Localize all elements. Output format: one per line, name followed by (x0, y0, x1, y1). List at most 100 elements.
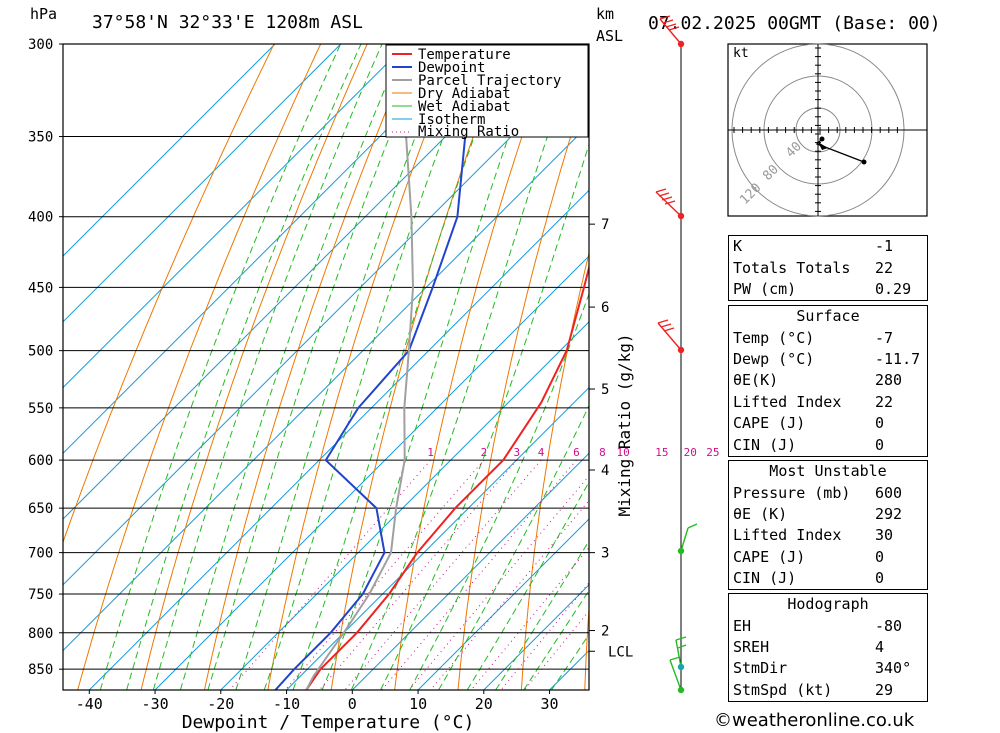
most-unstable-table: Most Unstable Pressure (mb) 600 θE (K) 292… (728, 460, 928, 591)
legend: Temperature Dewpoint Parcel Trajectory D… (385, 44, 589, 140)
pressure-tick-label: 500 (28, 344, 53, 360)
dry-adiabat-line (584, 601, 589, 690)
mu-thetae-value: 292 (875, 504, 903, 523)
k-label: K (733, 237, 743, 256)
surface-thetae-label: θE(K) (733, 371, 779, 390)
dry-adiabat-line (648, 44, 740, 690)
wet-adiabat-line (235, 44, 453, 690)
isotherm-line (220, 321, 589, 690)
surface-temp-label: Temp (°C) (733, 328, 815, 347)
mixing-ratio-labels: 1 2 3 4 6 8 10 15 20 25 (427, 446, 719, 459)
k-value: -1 (875, 237, 894, 256)
surface-title: Surface (796, 307, 860, 326)
mixing-ratio-label: 8 (599, 446, 606, 459)
hodograph-ticks (733, 47, 898, 212)
wet-adiabat-line (292, 44, 509, 690)
pressure-tick-label: 350 (28, 130, 53, 146)
mixing-ratio-line (381, 459, 577, 690)
dry-adiabat-line (520, 251, 589, 690)
mu-cin-label: CIN (J) (733, 569, 797, 588)
pressure-tick-label: 800 (28, 626, 53, 642)
isotherm-line (63, 44, 276, 257)
series-parcel-trajectory (305, 44, 421, 690)
wet-adiabat-line (152, 44, 383, 690)
wet-adiabat-line (466, 481, 589, 690)
wet-adiabat-line (380, 143, 589, 690)
wet-adiabat-line (438, 404, 589, 690)
mixing-ratio-label: 25 (706, 446, 719, 459)
wind-barb-surface (669, 636, 687, 694)
site-name: weatheronline.co.uk (732, 710, 915, 731)
wind-barb-300 (659, 15, 685, 48)
mu-cin-value: 0 (875, 569, 885, 588)
mixing-ratio-axis-title: Mixing Ratio (g/kg) (615, 333, 634, 516)
wet-adiabat-line (179, 44, 405, 690)
wet-adiabat-line (523, 589, 589, 690)
surface-temp-value: -7 (875, 328, 894, 347)
totals-totals-value: 22 (875, 258, 894, 277)
dry-adiabat-line (457, 76, 589, 690)
pressure-tick-label: 650 (28, 501, 53, 517)
surface-table: Surface Temp (°C) -7 Dewp (°C) -11.7 θE(K)… (728, 305, 928, 457)
legend-label-dewpoint: Dewpoint (418, 60, 485, 76)
mu-thetae-label: θE (K) (733, 504, 788, 523)
legend-label-parcel: Parcel Trajectory (418, 73, 561, 89)
mixing-ratio-lines (229, 459, 589, 690)
mixing-ratio-label: 6 (573, 446, 580, 459)
mixing-ratio-label: 1 (427, 446, 434, 459)
stmdir-label: StmDir (733, 659, 788, 678)
mixing-ratio-label: 4 (538, 446, 545, 459)
dry-adiabat-line (77, 44, 322, 690)
wind-profile (655, 15, 698, 694)
pressure-tick-label: 700 (28, 546, 53, 562)
temperature-tick-label: -30 (142, 695, 169, 713)
stmspd-label: StmSpd (kt) (733, 680, 833, 699)
surface-cin-label: CIN (J) (733, 435, 797, 454)
series-dewpoint (274, 44, 507, 690)
mixing-ratio-line (284, 459, 485, 690)
surface-cin-value: 0 (875, 435, 885, 454)
hodograph-table-title: Hodograph (787, 595, 869, 614)
wind-barb-400 (655, 188, 685, 220)
dry-adiabat-lines (63, 44, 740, 690)
stmspd-value: 29 (875, 680, 894, 699)
hodograph-storm-marker (818, 142, 828, 150)
totals-totals-label: Totals Totals (733, 258, 851, 277)
copyright-symbol: © (714, 710, 732, 731)
hodograph: kt 40 80 120 (727, 43, 928, 217)
plot-grid (63, 44, 740, 690)
wet-adiabat-line (263, 44, 480, 690)
hodograph-point-end (861, 159, 867, 165)
isotherm-line (417, 518, 589, 690)
temperature-tick-label: -20 (207, 695, 234, 713)
datetime-title: 07.02.2025 00GMT (Base: 00) (648, 13, 941, 34)
hodograph-table: Hodograph EH -80 SREH 4 StmDir 340° StmSpd … (728, 593, 928, 702)
wet-adiabat-line (126, 44, 362, 690)
mu-li-label: Lifted Index (733, 526, 842, 545)
most-unstable-title: Most Unstable (769, 462, 887, 481)
asl-unit-label: ASL (596, 27, 623, 45)
pressure-tick-label: 450 (28, 280, 53, 296)
wet-adiabat-line (495, 540, 589, 690)
dry-adiabat-line (204, 44, 415, 690)
surface-dewp-value: -11.7 (875, 349, 921, 368)
isotherm-line (63, 44, 407, 389)
hodograph-unit: kt (733, 46, 749, 61)
isotherm-line (63, 44, 539, 520)
height-tick-label: 3 (601, 546, 609, 562)
temperature-tick-label: -10 (273, 695, 300, 713)
pw-value: 0.29 (875, 279, 912, 298)
temperature-tick-label: 10 (409, 695, 427, 713)
location-title: 37°58'N 32°33'E 1208m ASL (92, 12, 363, 33)
eh-label: EH (733, 616, 752, 635)
surface-li-value: 22 (875, 392, 894, 411)
surface-thetae-value: 280 (875, 371, 903, 390)
wind-barb-700 (677, 523, 698, 555)
mu-cape-label: CAPE (J) (733, 547, 806, 566)
pw-label: PW (cm) (733, 279, 797, 298)
wet-adiabat-line (409, 292, 589, 690)
height-tick-label: 5 (601, 382, 609, 398)
profile-series (274, 44, 589, 690)
height-tick-label: 7 (601, 217, 609, 233)
